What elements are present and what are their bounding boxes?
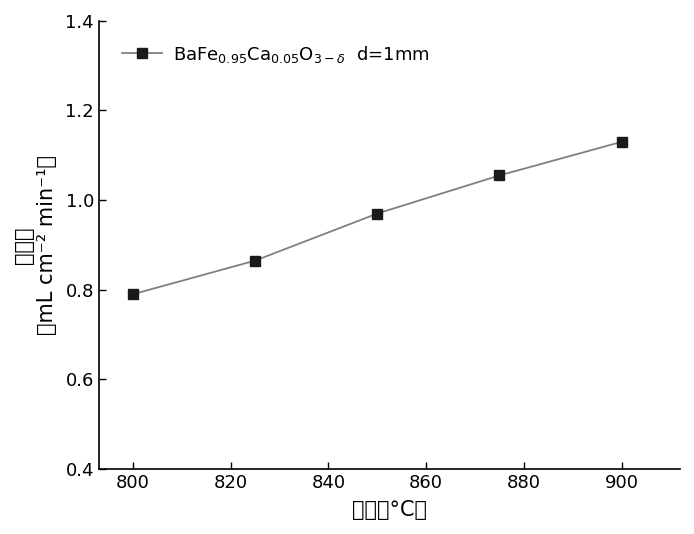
Legend: BaFe$_{0.95}$Ca$_{0.05}$O$_{3-\delta}$  d=1mm: BaFe$_{0.95}$Ca$_{0.05}$O$_{3-\delta}$ d… — [108, 30, 444, 80]
X-axis label: 温度（°C）: 温度（°C） — [352, 500, 427, 520]
Y-axis label: 透氧率
（mL cm⁻² min⁻¹）: 透氧率 （mL cm⁻² min⁻¹） — [14, 155, 57, 335]
